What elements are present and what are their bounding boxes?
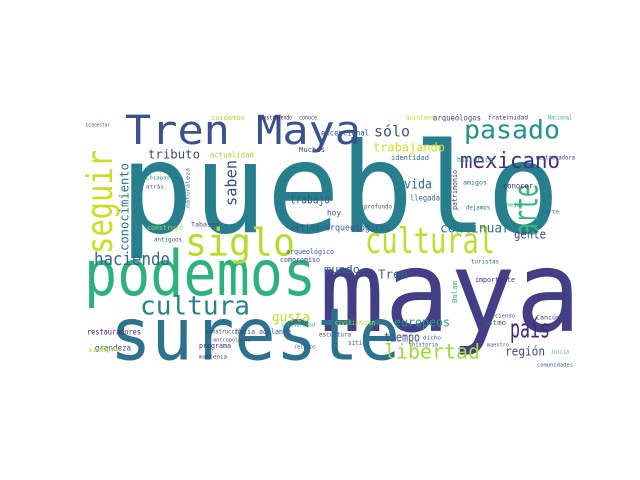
word: istmo (484, 319, 506, 327)
word: fraternidad (488, 115, 528, 122)
word: conoce (299, 115, 317, 122)
word: restauradores (87, 328, 141, 337)
word: atrás (146, 184, 164, 191)
word: grandeza (95, 344, 131, 353)
word: dicho (423, 336, 441, 342)
word: cultura (140, 292, 250, 322)
word: maya (319, 228, 581, 358)
word: podemos (84, 237, 316, 310)
word: actualidad (210, 151, 254, 160)
word: arqueológico (286, 248, 334, 256)
word: Tren (378, 268, 408, 282)
word: civilización (335, 319, 375, 327)
word: patrimonio (451, 170, 459, 210)
word: identidad (391, 154, 429, 162)
word: mexicano (460, 149, 560, 174)
word: mantenía (199, 354, 227, 361)
word: Muchas (299, 146, 325, 154)
word: seguir (80, 150, 121, 254)
word: amigos (463, 180, 487, 187)
word: pueblo (120, 117, 560, 262)
word: trabajando (373, 141, 445, 155)
word: gusta (272, 311, 310, 326)
word: solidaridad (281, 323, 315, 329)
word: profundo (364, 204, 392, 211)
word: hacia adelante (235, 328, 291, 336)
word: creciendo (485, 314, 515, 320)
word: conocer (503, 182, 533, 191)
word: Cancún (536, 315, 560, 322)
word: naturaleza (186, 168, 192, 208)
word: gente (514, 228, 546, 242)
word: turistas (471, 259, 499, 266)
word: inicia (551, 350, 569, 356)
word: Tren Maya (125, 108, 361, 154)
word: llegada (410, 194, 440, 203)
word: construyó (147, 224, 183, 232)
word: tiempo (384, 331, 420, 345)
word: europeos (394, 316, 450, 330)
word: siglo (185, 221, 295, 265)
word: siempre (88, 346, 120, 354)
word: importante (475, 276, 515, 284)
word: restauradora (535, 155, 575, 162)
word: sitio (348, 339, 366, 347)
word: comunidades (537, 363, 573, 369)
word: norte (541, 210, 559, 216)
word: haciendo (94, 249, 170, 270)
word: vida (404, 178, 432, 193)
word: continuar (440, 222, 510, 237)
word: Quintana (406, 115, 434, 122)
word: Tabasco (191, 222, 219, 229)
word: Chiapas (146, 176, 170, 182)
word: saben (222, 160, 241, 206)
word: conocimiento (118, 163, 132, 251)
word: arqueólogos (433, 113, 481, 123)
word: sitios arqueológicos (290, 223, 390, 234)
word: quiero (566, 279, 573, 301)
word: mejor (506, 203, 524, 209)
word: maestro (487, 343, 509, 349)
word: trabajo (290, 193, 330, 207)
word: antropólogos (213, 337, 251, 344)
word: antiguos (154, 237, 182, 244)
word: dejamos (466, 205, 490, 212)
word: construcción (206, 329, 244, 336)
word: pasado (464, 116, 560, 146)
word: sureste (110, 293, 400, 377)
word: país (510, 315, 550, 345)
word: libertad (384, 340, 480, 364)
word: tributo (148, 148, 200, 162)
word: hoy (327, 209, 341, 218)
word: excepcional (321, 129, 369, 138)
word: construyendo (258, 115, 292, 122)
word: sólo (374, 123, 410, 141)
word: Nacional (548, 115, 572, 122)
word: mundo (324, 263, 360, 276)
word: compromiso (280, 256, 320, 264)
word: historia (412, 342, 438, 349)
word: cultural (365, 221, 495, 262)
word: relatos (294, 345, 316, 351)
word: región (505, 345, 545, 359)
word: programa (199, 342, 231, 350)
word: cuidemos (211, 114, 245, 122)
word: Balam (451, 281, 459, 303)
word: arte (507, 184, 547, 236)
word: histórico (457, 156, 493, 164)
word: escultura (319, 332, 351, 339)
word: bienestar (86, 123, 110, 129)
